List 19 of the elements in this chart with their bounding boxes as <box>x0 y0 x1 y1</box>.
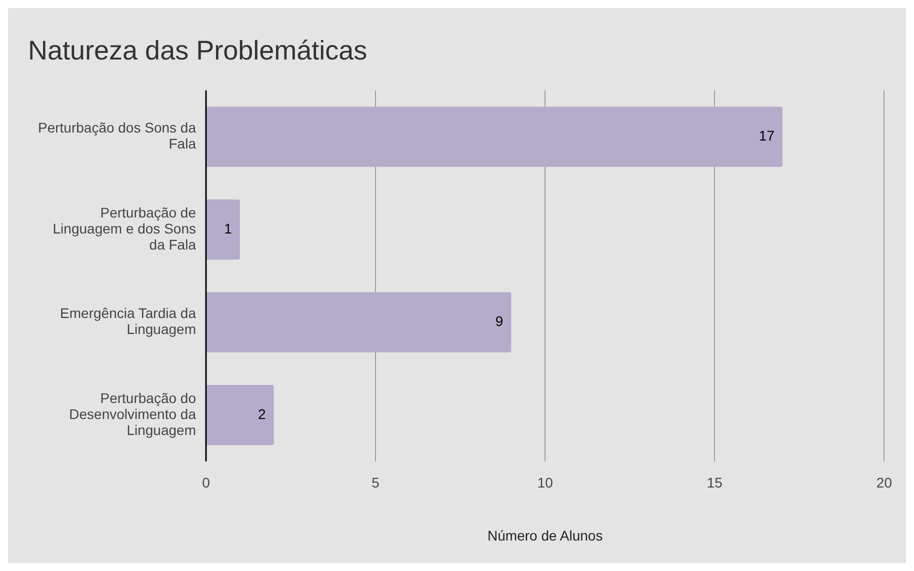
x-tick-label: 0 <box>202 474 210 491</box>
x-tick-label: 20 <box>876 474 892 491</box>
y-tick-label: Perturbação dos Sons da Fala <box>38 120 196 152</box>
y-tick-label: Emergência Tardia da Linguagem <box>60 305 196 338</box>
bar <box>206 384 274 446</box>
x-tick-label: 15 <box>706 474 723 491</box>
data-label: 17 <box>758 128 775 144</box>
bar <box>206 199 240 260</box>
bar <box>206 292 512 352</box>
x-tick-label: 10 <box>537 474 554 491</box>
data-label: 9 <box>495 313 504 330</box>
chart-title: Natureza das Problemáticas <box>28 36 368 66</box>
data-label: 1 <box>224 220 232 236</box>
y-tick-label: Perturbação de Linguagem e dos Sons da Fala <box>52 204 196 252</box>
y-tick-label: Perturbação do Desenvolvimento da Linguagem <box>69 390 196 438</box>
data-label: 2 <box>258 406 266 422</box>
x-tick-label: 5 <box>372 474 380 491</box>
bar <box>206 106 782 167</box>
x-axis-title: Número de Alunos <box>488 527 603 544</box>
